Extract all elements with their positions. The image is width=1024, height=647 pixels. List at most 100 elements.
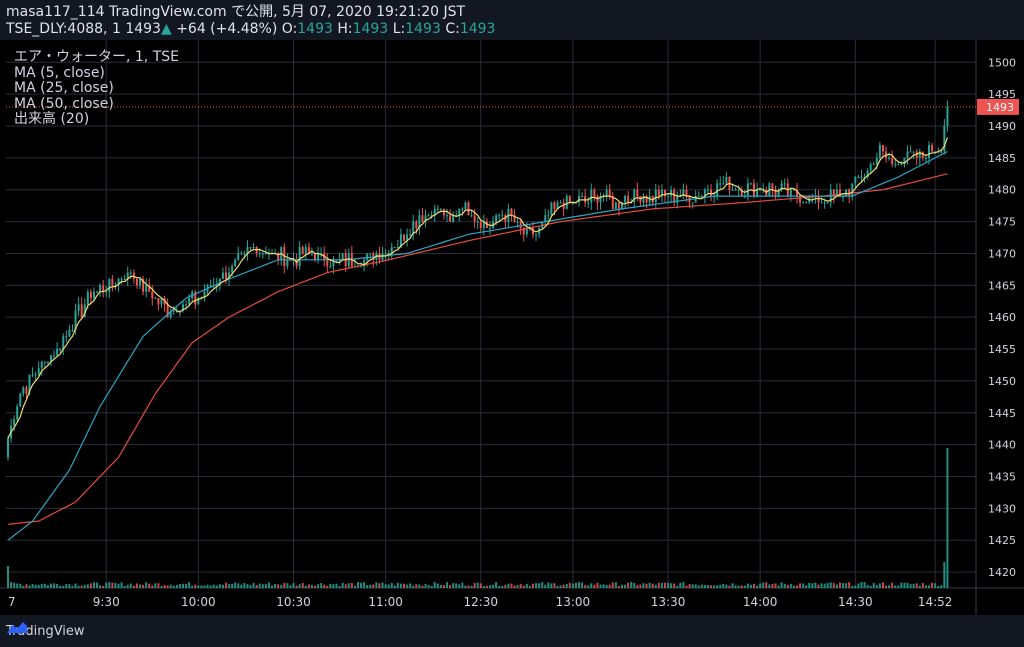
last-price-label: 1493 [986, 101, 1014, 114]
candle-body [181, 304, 184, 311]
volume-bar [83, 584, 86, 588]
volume-bar [780, 582, 783, 588]
volume-bar [734, 585, 737, 588]
volume-bar [940, 585, 943, 588]
volume-bar [507, 583, 510, 588]
volume-bar [823, 583, 826, 588]
candle-body [246, 247, 249, 254]
candle-body [59, 349, 62, 351]
candle-body [252, 247, 255, 249]
legend-ma25[interactable]: MA (25, close) [14, 80, 114, 96]
volume-bar [872, 582, 875, 588]
volume-bar [762, 582, 765, 588]
candle-body [479, 221, 482, 228]
volume-bar [403, 583, 406, 588]
candle-body [185, 304, 188, 306]
candle-body [231, 266, 234, 273]
candle-body [234, 259, 237, 267]
candle-body [531, 227, 534, 235]
volume-bar [307, 584, 310, 588]
volume-bar [624, 584, 627, 588]
candle-body [835, 189, 838, 197]
candle-body [900, 164, 903, 166]
volume-bar [378, 583, 381, 588]
volume-bar [264, 584, 267, 588]
chart-background [0, 40, 1024, 615]
legend-ma50[interactable]: MA (50, close) [14, 95, 114, 112]
volume-bar [805, 585, 808, 588]
volume-bar [151, 585, 154, 588]
candle-body [670, 189, 673, 197]
x-tick-label: 13:00 [556, 595, 591, 609]
volume-bar [667, 583, 670, 588]
candle-body [553, 202, 556, 209]
volume-bar [135, 583, 138, 588]
candle-body [108, 278, 111, 292]
volume-bar [126, 584, 129, 588]
candle-body [838, 189, 841, 197]
volume-bar [369, 584, 372, 588]
volume-bar [777, 585, 780, 588]
volume-bar [719, 584, 722, 588]
volume-bar [808, 582, 811, 588]
ma50-line [7, 173, 948, 525]
legend-volume[interactable]: 出来高 (20) [14, 111, 90, 127]
candle-body [746, 183, 749, 197]
candle-body [817, 196, 820, 203]
volume-bar [92, 582, 95, 588]
open-value: 1493 [297, 21, 333, 37]
volume-bar [633, 582, 636, 588]
chart-area[interactable]: 1500 1495 1490 1485 1480 1475 1470 1465 1460 1455… [0, 40, 1024, 615]
candle-body [277, 253, 280, 260]
volume-bar [562, 584, 565, 588]
volume-bar [786, 585, 789, 588]
candle-body [203, 291, 206, 299]
volume-bar [504, 585, 507, 588]
candle-body [166, 304, 169, 318]
volume-bar [301, 582, 304, 588]
volume-bar [817, 584, 820, 588]
volume-bar [209, 585, 212, 588]
candle-body [99, 285, 102, 292]
volume-bar [267, 582, 270, 588]
volume-bar [350, 582, 353, 588]
last-price-badge [977, 98, 1019, 115]
volume-bar [40, 583, 43, 588]
volume-bar [593, 584, 596, 588]
volume-bar [835, 584, 838, 588]
high-label: H: [337, 21, 353, 37]
candle-body [68, 329, 71, 337]
volume-bar [912, 583, 915, 588]
legend-ma5[interactable]: MA (5, close) [14, 64, 105, 81]
volume-bar [274, 584, 277, 588]
candle-body [427, 215, 430, 217]
candle-body [13, 419, 16, 426]
volume-bar [421, 585, 424, 588]
volume-bar [372, 584, 375, 588]
volume-bar [485, 585, 488, 588]
candle-body [740, 189, 743, 197]
volume-bar [53, 583, 56, 588]
candle-body [826, 202, 829, 204]
volume-bar [679, 582, 682, 588]
volume-bar [565, 583, 568, 588]
candle-body [872, 164, 875, 166]
volume-bar [614, 582, 617, 588]
ma5-line [7, 137, 948, 439]
volume-bar [43, 583, 46, 588]
candle-body [516, 221, 519, 223]
candle-body [654, 189, 657, 203]
candle-body [737, 189, 740, 191]
volume-bar [501, 585, 504, 588]
volume-bar [28, 585, 31, 588]
price-chart[interactable]: 1500 1495 1490 1485 1480 1475 1470 1465 1460 1455… [0, 40, 1024, 615]
candle-body [197, 298, 200, 305]
candle-body [934, 151, 937, 153]
candle-body [37, 368, 40, 375]
candle-body [403, 234, 406, 241]
candle-body [783, 183, 786, 185]
volume-bar [599, 584, 602, 588]
candle-body [92, 291, 95, 299]
volume-bar [108, 582, 111, 588]
tradingview-logo-icon[interactable] [6, 620, 28, 634]
